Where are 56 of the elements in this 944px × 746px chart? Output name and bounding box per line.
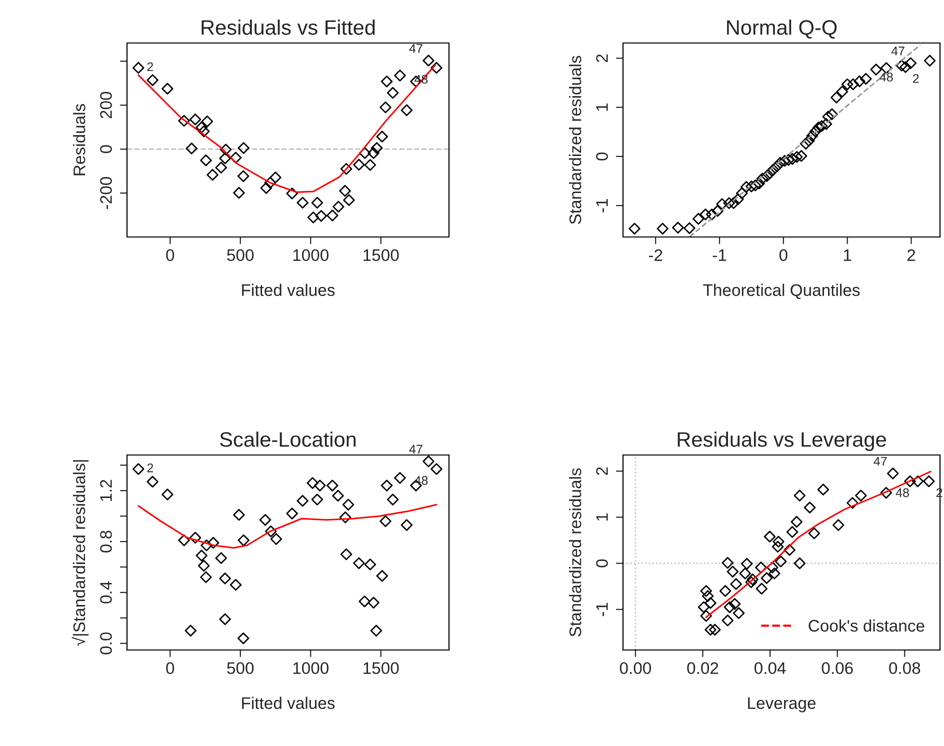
x-tick-label: 1500 (364, 249, 399, 262)
x-tick-label: 2 (907, 249, 916, 261)
x-tick-label: 0 (166, 662, 174, 674)
x-tick-label: 0.00 (620, 662, 652, 674)
y-tick-label: 200 (100, 92, 112, 118)
chart-title: Scale-Location (220, 432, 356, 447)
x-tick-label: -2 (648, 249, 662, 261)
x-tick-label: 500 (227, 249, 254, 262)
x-tick-label: 500 (227, 662, 254, 674)
chart-title: Residuals vs Fitted (202, 20, 375, 35)
annotation: 48 (880, 72, 893, 82)
annotation: 47 (409, 444, 422, 454)
x-tick-label: 0 (166, 249, 174, 262)
x-tick-label: 0 (779, 249, 788, 262)
x-axis-title: Theoretical Quantiles (703, 284, 860, 300)
annotation: 47 (874, 456, 887, 466)
y-tick-label: 0.4 (100, 581, 112, 604)
annotation: 2 (147, 62, 154, 72)
x-tick-label: 0.04 (754, 662, 786, 674)
x-axis-title: Leverage (748, 697, 816, 712)
y-axis-title: √|Standardized residuals| (72, 460, 89, 646)
y-tick-label: 1.2 (100, 480, 112, 501)
y-tick-label: -1 (596, 602, 608, 616)
chart-title: Normal Q-Q (727, 20, 837, 39)
annotation: 47 (409, 44, 422, 53)
x-tick-label: 1500 (364, 662, 399, 674)
x-tick-label: 1000 (293, 249, 329, 262)
x-tick-label: 1000 (293, 662, 329, 674)
annotation: 2 (913, 74, 919, 83)
y-axis-title: Residuals (73, 104, 86, 176)
y-tick-label: 0 (596, 152, 608, 160)
annotation: 48 (896, 488, 909, 498)
x-axis-title: Fitted values (242, 696, 335, 710)
y-tick-label: 0.0 (100, 632, 112, 654)
y-tick-label: 0 (100, 145, 112, 154)
x-tick-label: 0.06 (822, 662, 853, 674)
annotation: 47 (891, 46, 904, 56)
y-tick-label: -200 (100, 177, 112, 209)
y-tick-label: -1 (596, 198, 608, 212)
y-tick-label: 2 (596, 467, 608, 475)
y-tick-label: 0.8 (100, 530, 112, 552)
y-tick-label: 1 (596, 104, 608, 111)
x-tick-label: 0.08 (889, 662, 920, 674)
y-tick-label: 1 (596, 513, 608, 521)
x-tick-label: -1 (712, 249, 726, 261)
y-axis-title: Standardized residuals (569, 56, 582, 224)
annotation: 48 (414, 476, 428, 485)
y-tick-label: 0 (596, 559, 608, 568)
chart-title: Residuals vs Leverage (678, 432, 886, 451)
y-axis-title: Standardized residuals (569, 468, 582, 637)
x-tick-label: 0.02 (687, 662, 718, 674)
y-tick-label: 2 (596, 54, 608, 62)
legend-label: Cook's distance (808, 619, 924, 632)
annotation: 2 (147, 464, 154, 472)
x-tick-label: 1 (844, 249, 852, 261)
x-axis-title: Fitted values (242, 284, 335, 296)
